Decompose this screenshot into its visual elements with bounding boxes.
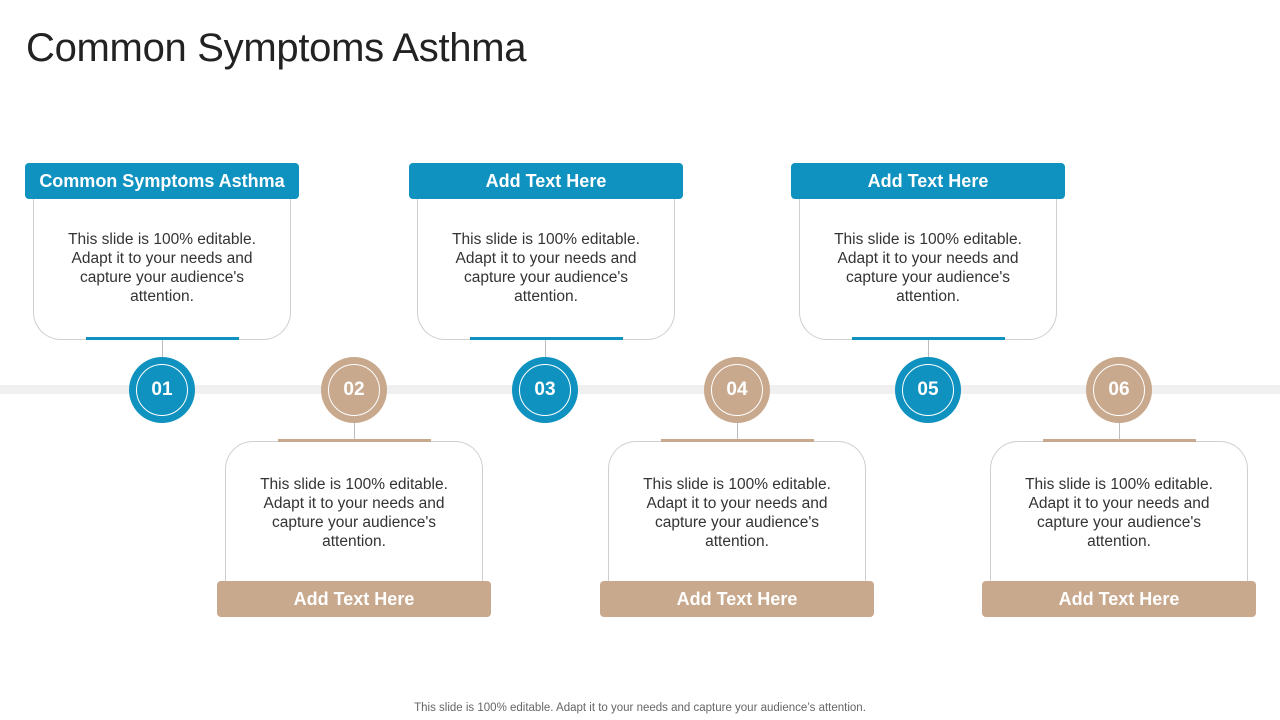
step-01-circle: 01 — [129, 357, 195, 423]
step-02-connector — [354, 423, 355, 439]
step-03-connector — [545, 340, 546, 358]
step-03-accent-line — [470, 337, 623, 340]
step-01-card: This slide is 100% editable. Adapt it to… — [33, 196, 291, 340]
page-title: Common Symptoms Asthma — [26, 26, 527, 70]
step-02-accent-line — [278, 439, 431, 442]
step-05-card: This slide is 100% editable. Adapt it to… — [799, 196, 1057, 340]
step-01-number: 01 — [136, 364, 188, 416]
step-04-card: This slide is 100% editable. Adapt it to… — [608, 439, 866, 583]
step-05-text: This slide is 100% editable. Adapt it to… — [834, 231, 1022, 305]
step-06-text: This slide is 100% editable. Adapt it to… — [1025, 476, 1213, 550]
step-03-card: This slide is 100% editable. Adapt it to… — [417, 196, 675, 340]
step-02-number: 02 — [328, 364, 380, 416]
step-04-header[interactable]: Add Text Here — [600, 581, 874, 617]
step-01-connector — [162, 340, 163, 358]
step-05-circle: 05 — [895, 357, 961, 423]
step-05-number: 05 — [902, 364, 954, 416]
step-06-card: This slide is 100% editable. Adapt it to… — [990, 439, 1248, 583]
step-04-text: This slide is 100% editable. Adapt it to… — [643, 476, 831, 550]
step-06-accent-line — [1043, 439, 1196, 442]
step-04-number: 04 — [711, 364, 763, 416]
step-01-accent-line — [86, 337, 239, 340]
step-02-circle: 02 — [321, 357, 387, 423]
step-01-header[interactable]: Common Symptoms Asthma — [25, 163, 299, 199]
step-02-header[interactable]: Add Text Here — [217, 581, 491, 617]
step-04-accent-line — [661, 439, 814, 442]
step-03-number: 03 — [519, 364, 571, 416]
step-01-text: This slide is 100% editable. Adapt it to… — [68, 231, 256, 305]
footer-note: This slide is 100% editable. Adapt it to… — [414, 702, 866, 714]
step-05-header[interactable]: Add Text Here — [791, 163, 1065, 199]
timeline-bar — [0, 385, 1280, 394]
step-03-text: This slide is 100% editable. Adapt it to… — [452, 231, 640, 305]
step-06-connector — [1119, 423, 1120, 439]
step-05-connector — [928, 340, 929, 358]
step-03-header[interactable]: Add Text Here — [409, 163, 683, 199]
step-06-header[interactable]: Add Text Here — [982, 581, 1256, 617]
step-04-connector — [737, 423, 738, 439]
step-06-number: 06 — [1093, 364, 1145, 416]
step-02-card: This slide is 100% editable. Adapt it to… — [225, 439, 483, 583]
step-04-circle: 04 — [704, 357, 770, 423]
step-06-circle: 06 — [1086, 357, 1152, 423]
step-03-circle: 03 — [512, 357, 578, 423]
step-02-text: This slide is 100% editable. Adapt it to… — [260, 476, 448, 550]
step-05-accent-line — [852, 337, 1005, 340]
